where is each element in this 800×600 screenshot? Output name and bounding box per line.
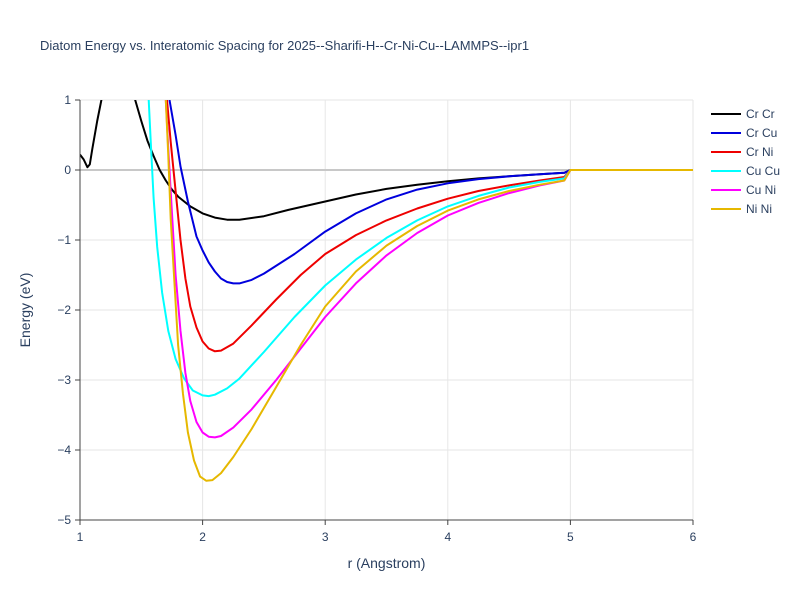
x-tick-label-0: 1 [77, 530, 84, 544]
y-tick-label-0: 1 [64, 93, 71, 107]
chart-title: Diatom Energy vs. Interatomic Spacing fo… [40, 38, 529, 53]
x-tick-labels: 1 2 3 4 5 6 [77, 530, 697, 544]
legend-item-ni-ni[interactable]: Ni Ni [711, 202, 772, 216]
series-line-cr-cr [80, 100, 693, 221]
y-tick-label-3: −2 [57, 303, 71, 317]
x-tick-label-3: 4 [444, 530, 451, 544]
legend-item-cr-cu[interactable]: Cr Cu [711, 126, 777, 140]
x-tick-label-5: 6 [690, 530, 697, 544]
legend-item-cu-cu[interactable]: Cu Cu [711, 164, 780, 178]
y-tick-labels: 1 0 −1 −2 −3 −4 −5 [57, 93, 71, 527]
y-tick-label-4: −3 [57, 373, 71, 387]
series-line-cr-ni [166, 100, 572, 353]
legend-label: Cu Cu [746, 164, 780, 178]
legend-label: Ni Ni [746, 202, 772, 216]
legend-item-cr-cr[interactable]: Cr Cr [711, 107, 775, 121]
x-axis-title: r (Angstrom) [348, 555, 426, 571]
series-line-cr-cu [168, 100, 571, 285]
x-tick-label-4: 5 [567, 530, 574, 544]
x-tick-label-2: 3 [322, 530, 329, 544]
legend[interactable]: Cr Cr Cr Cu Cr Ni Cu Cu Cu Ni Ni Ni [711, 107, 780, 216]
legend-label: Cu Ni [746, 183, 776, 197]
legend-label: Cr Cr [746, 107, 775, 121]
axes [75, 99, 694, 525]
legend-item-cr-ni[interactable]: Cr Ni [711, 145, 773, 159]
legend-label: Cr Ni [746, 145, 773, 159]
y-axis-title: Energy (eV) [17, 273, 33, 348]
series-line-cu-ni [164, 100, 572, 439]
y-tick-label-2: −1 [57, 233, 71, 247]
legend-label: Cr Cu [746, 126, 777, 140]
y-tick-label-1: 0 [64, 163, 71, 177]
legend-item-cu-ni[interactable]: Cu Ni [711, 183, 776, 197]
series-lines [80, 100, 693, 482]
series-line-cu-cu [147, 100, 572, 398]
y-tick-label-5: −4 [57, 443, 71, 457]
y-tick-label-6: −5 [57, 513, 71, 527]
x-tick-label-1: 2 [199, 530, 206, 544]
series-line-ni-ni [164, 100, 693, 482]
